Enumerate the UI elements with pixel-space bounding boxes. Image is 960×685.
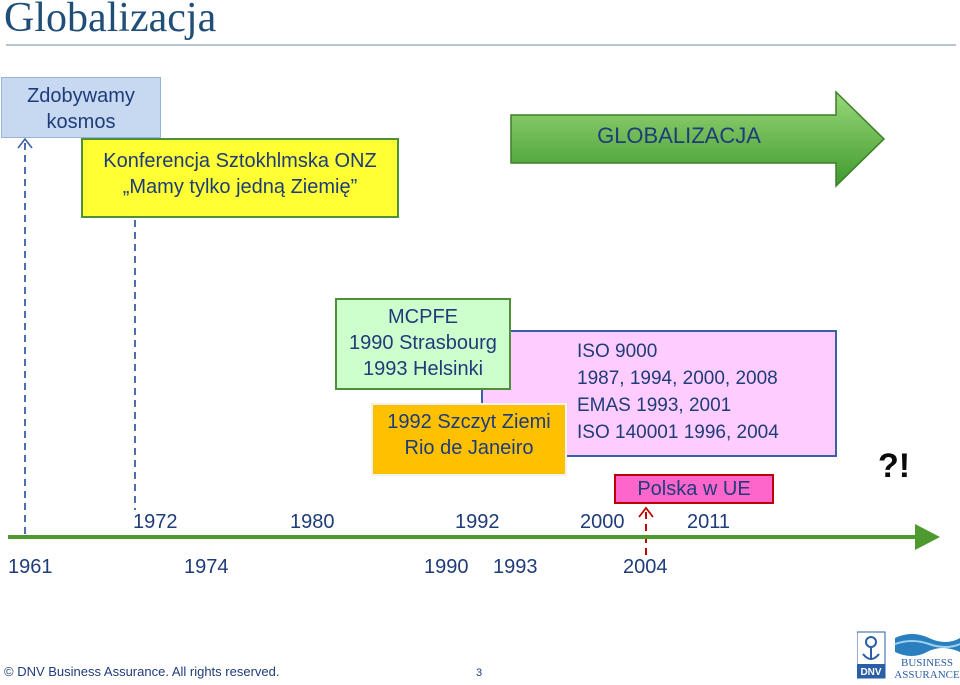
connector-2004-arrowhead: [638, 506, 654, 518]
space-race-line-2: kosmos: [46, 111, 116, 133]
timeline-arrowhead: [915, 524, 940, 550]
iso-line-3: EMAS 1993, 2001: [577, 395, 732, 416]
iso-line-1: ISO 9000: [577, 341, 658, 362]
year-label-upper: 1972: [133, 511, 178, 533]
globalization-arrow: [510, 90, 886, 188]
timeline-line: [8, 535, 920, 539]
brand-line-1: BUSINESS: [901, 657, 953, 669]
year-label-lower: 1974: [184, 556, 229, 578]
iso-line-4: ISO 140001 1996, 2004: [577, 422, 779, 443]
mcpfe-box: MCPFE 1990 Strasbourg 1993 Helsinki: [335, 298, 511, 390]
title-divider: [6, 44, 956, 46]
brand-line-2: ASSURANCE: [894, 669, 960, 680]
mcpfe-line-3: 1993 Helsinki: [362, 358, 484, 380]
year-label-upper: 1980: [290, 511, 335, 533]
year-label-upper: 1992: [455, 511, 500, 533]
year-label-lower: 1993: [493, 556, 538, 578]
earth-summit-line-2: Rio de Janeiro: [404, 437, 534, 459]
globalization-label: GLOBALIZACJA: [597, 123, 761, 148]
year-label-upper: 2000: [580, 511, 625, 533]
dnv-logos: DNV BUSINESS ASSURANCE: [856, 630, 960, 685]
poland-eu-box: Polska w UE: [614, 474, 774, 504]
year-label-upper: 2011: [687, 511, 731, 533]
page-number: 3: [476, 667, 483, 679]
space-race-line-1: Zdobywamy: [27, 85, 135, 107]
space-race-box: Zdobywamy kosmos: [1, 77, 161, 138]
dnv-logo-text: DNV: [860, 667, 881, 678]
dnv-logo-icon: DNV BUSINESS ASSURANCE: [856, 631, 960, 681]
connector-1961-arrowhead: [17, 137, 33, 149]
earth-summit-box: 1992 Szczyt Ziemi Rio de Janeiro: [371, 403, 567, 476]
page-title: Globalizacja: [4, 0, 217, 41]
earth-summit-line-1: 1992 Szczyt Ziemi: [387, 411, 551, 433]
stockholm-conference-box: Konferencja Sztokhlmska ONZ „Mamy tylko …: [81, 138, 399, 218]
stockholm-conference-line-1: Konferencja Sztokhlmska ONZ: [103, 150, 377, 172]
stockholm-conference-line-2: „Mamy tylko jedną Ziemię”: [122, 176, 358, 198]
mcpfe-line-2: 1990 Strasbourg: [349, 332, 497, 354]
copyright-notice: © DNV Business Assurance. All rights res…: [4, 664, 280, 679]
question-exclamation: ?!: [878, 447, 911, 485]
mcpfe-line-1: MCPFE: [388, 306, 458, 328]
iso-line-2: 1987, 1994, 2000, 2008: [577, 368, 778, 389]
year-label-lower: 1961: [8, 556, 53, 578]
year-label-lower: 1990: [424, 556, 469, 578]
year-label-lower: 2004: [623, 556, 668, 578]
